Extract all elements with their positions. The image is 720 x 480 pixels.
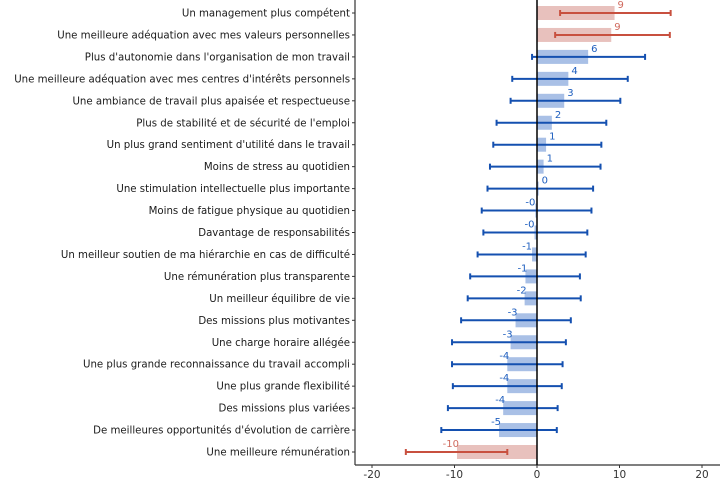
value-label: 1 — [547, 154, 553, 165]
value-label: -2 — [517, 285, 527, 296]
x-tick-label: -20 — [363, 469, 380, 480]
value-label: -5 — [491, 417, 501, 428]
category-label: Une meilleure adéquation avec mes valeur… — [57, 29, 350, 41]
value-label: -3 — [508, 307, 518, 318]
value-label: 9 — [618, 0, 624, 11]
category-label: Davantage de responsabilités — [198, 227, 350, 239]
category-label: Une plus grande reconnaissance du travai… — [83, 360, 350, 371]
value-label: -0 — [525, 220, 535, 231]
category-label: Plus d'autonomie dans l'organisation de … — [85, 52, 350, 63]
category-label: Des missions plus motivantes — [198, 316, 350, 327]
axes-layer: -20 -10 0 10 20 — [352, 0, 720, 480]
category-label: Des missions plus variées — [218, 403, 350, 415]
value-label: -4 — [495, 395, 505, 406]
category-label: Une stimulation intellectuelle plus impo… — [116, 184, 350, 195]
category-label: Plus de stabilité et de sécurité de l'em… — [136, 117, 350, 129]
x-tick-label: 10 — [613, 469, 626, 480]
value-label: 6 — [591, 44, 597, 55]
value-label: 2 — [555, 110, 561, 121]
value-label: -1 — [522, 241, 532, 252]
category-label: Un plus grand sentiment d'utilité dans l… — [107, 139, 350, 151]
category-label: Une plus grande flexibilité — [216, 381, 350, 393]
x-tick-label: -10 — [446, 469, 463, 480]
x-tick-label: 20 — [695, 469, 708, 480]
category-label: Moins de fatigue physique au quotidien — [149, 206, 350, 217]
category-label: Un management plus compétent — [182, 8, 350, 20]
category-label: Un meilleur équilibre de vie — [209, 293, 350, 305]
value-label: -4 — [499, 373, 509, 384]
value-label: -3 — [503, 329, 513, 340]
category-label: Une charge horaire allégée — [212, 337, 350, 349]
category-label: De meilleures opportunités d'évolution d… — [93, 425, 350, 437]
value-label: 4 — [571, 66, 577, 77]
x-tick-label: 0 — [534, 469, 541, 480]
value-label: 0 — [542, 176, 548, 187]
category-label: Une ambiance de travail plus apaisée et … — [72, 95, 350, 107]
category-label: Une meilleure rémunération — [206, 447, 350, 459]
category-label: Moins de stress au quotidien — [204, 162, 350, 173]
category-label: Une meilleure adéquation avec mes centre… — [14, 73, 350, 85]
value-label: -4 — [499, 351, 509, 362]
value-label: -0 — [525, 198, 535, 209]
category-label: Une rémunération plus transparente — [164, 271, 350, 283]
category-labels-layer: Un management plus compétent Une meilleur… — [14, 8, 350, 459]
value-label: 1 — [549, 132, 555, 143]
value-label: 9 — [614, 22, 620, 33]
category-label: Un meilleur soutien de ma hiérarchie en … — [61, 249, 350, 261]
value-label: -10 — [443, 439, 459, 450]
value-label: 3 — [567, 88, 573, 99]
value-label: -1 — [517, 263, 527, 274]
